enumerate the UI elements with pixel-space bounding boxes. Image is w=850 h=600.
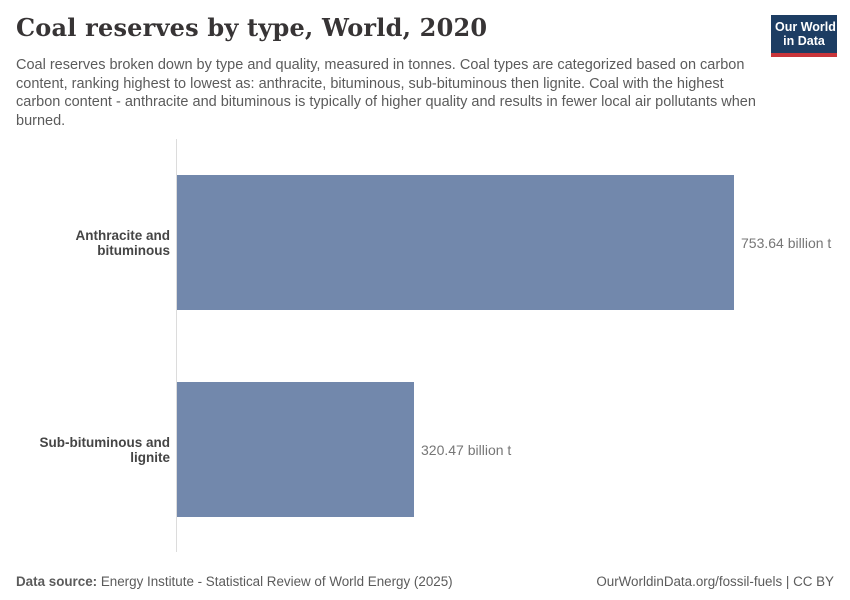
chart-subtitle: Coal reserves broken down by type and qu…: [16, 57, 756, 129]
data-source-label: Data source:: [16, 574, 98, 589]
data-source-note: Data source: Energy Institute - Statisti…: [16, 574, 453, 589]
bar-row: Anthracite and bituminous 753.64 billion…: [0, 175, 850, 310]
owid-logo-line2: in Data: [783, 34, 825, 49]
category-label: Sub-bituminous and lignite: [39, 434, 171, 465]
owid-logo: Our World in Data: [771, 15, 837, 57]
bar-value-label: 753.64 billion t: [741, 234, 832, 251]
category-label: Anthracite and bituminous: [75, 227, 170, 258]
chart-footer: Data source: Energy Institute - Statisti…: [16, 574, 834, 589]
chart-title: Coal reserves by type, World, 2020: [16, 13, 488, 42]
bar-anthracite-and-bituminous: [177, 175, 734, 310]
owid-logo-line1: Our World: [775, 20, 836, 34]
data-source-text: Energy Institute - Statistical Review of…: [97, 574, 453, 589]
owid-url-link[interactable]: OurWorldinData.org/fossil-fuels | CC BY: [596, 574, 834, 589]
bar-sub-bituminous-and-lignite: [177, 382, 414, 517]
bar-value-label: 320.47 billion t: [421, 441, 512, 458]
bar-row: Sub-bituminous and lignite 320.47 billio…: [0, 382, 850, 517]
y-axis-line: [176, 139, 177, 552]
